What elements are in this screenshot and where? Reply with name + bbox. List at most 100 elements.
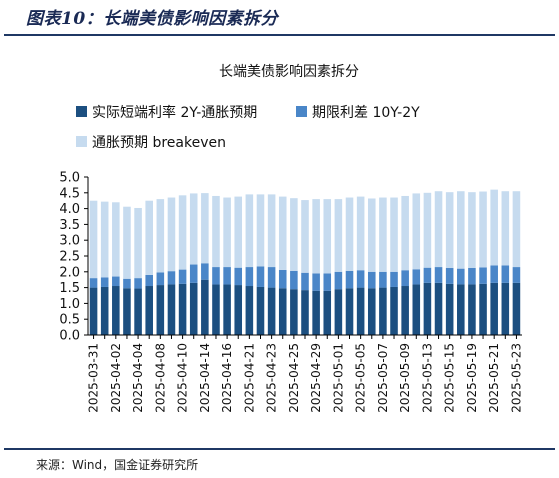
y-tick-label: 0.5	[59, 313, 80, 328]
bar-segment-term-spread	[434, 267, 443, 283]
legend-swatch-rate-diff	[76, 106, 87, 117]
y-axis: 0.00.51.01.52.02.53.03.54.04.55.0	[59, 171, 88, 344]
chart-title: 长端美债影响因素拆分	[219, 64, 359, 80]
bar-segment-breakeven	[479, 191, 487, 268]
x-tick-label: 2025-05-19	[465, 343, 479, 413]
bar-segment-breakeven	[278, 196, 287, 270]
bar-segment-term-spread	[445, 268, 454, 284]
bar-segment-breakeven	[234, 196, 243, 268]
bar-segment-rate-diff	[256, 286, 265, 335]
bar-segment-term-spread	[145, 274, 153, 287]
bar-segment-term-spread	[234, 267, 243, 286]
y-tick-label: 1.0	[59, 297, 80, 312]
bar-segment-breakeven	[457, 191, 465, 269]
bar-segment-breakeven	[379, 197, 387, 272]
bar-segment-rate-diff	[379, 287, 387, 335]
bar-segment-term-spread	[356, 270, 365, 288]
bar-segment-breakeven	[501, 191, 510, 266]
bar-segment-rate-diff	[156, 285, 165, 335]
bar-segment-breakeven	[201, 193, 209, 264]
bar-segment-term-spread	[479, 267, 487, 284]
bar-segment-term-spread	[267, 267, 276, 288]
bar-segment-breakeven	[301, 200, 309, 273]
bar-segment-breakeven	[334, 199, 343, 272]
bar-segment-rate-diff	[490, 282, 498, 335]
bar-segment-breakeven	[323, 199, 332, 274]
bar-segment-breakeven	[345, 197, 354, 271]
bar-segment-rate-diff	[290, 289, 298, 335]
x-tick-label: 2025-05-01	[331, 343, 345, 413]
bar-segment-rate-diff	[245, 286, 254, 335]
bar-segment-rate-diff	[123, 288, 131, 335]
bar-segment-rate-diff	[334, 289, 343, 335]
bar-segment-term-spread	[245, 267, 254, 287]
bar-segment-term-spread	[301, 272, 309, 291]
bar-segment-breakeven	[156, 199, 165, 273]
bar-segment-breakeven	[134, 207, 142, 279]
bar-segment-rate-diff	[234, 285, 243, 335]
bar-segment-breakeven	[290, 198, 298, 271]
y-tick-label: 2.5	[59, 250, 80, 265]
bar-segment-rate-diff	[356, 287, 365, 335]
x-tick-label: 2025-05-09	[398, 343, 412, 413]
legend-swatch-breakeven	[76, 136, 87, 147]
bar-segment-breakeven	[145, 200, 153, 275]
bar-segment-rate-diff	[212, 284, 220, 335]
bar-segment-rate-diff	[401, 286, 409, 335]
bar-segment-breakeven	[401, 195, 409, 271]
bar-segment-breakeven	[434, 191, 443, 268]
bar-segment-breakeven	[189, 193, 198, 265]
bar-segment-rate-diff	[278, 288, 287, 335]
bar-segment-term-spread	[345, 270, 354, 289]
bar-segment-breakeven	[445, 192, 454, 269]
x-tick-label: 2025-05-15	[443, 343, 457, 413]
bar-segment-rate-diff	[323, 290, 332, 335]
bar-segment-breakeven	[100, 201, 109, 278]
bar-segment-term-spread	[512, 267, 521, 283]
bar-segment-breakeven	[167, 197, 176, 272]
bar-segment-rate-diff	[189, 282, 198, 335]
bar-segment-rate-diff	[167, 284, 176, 335]
y-tick-label: 3.5	[59, 218, 80, 233]
bar-segment-rate-diff	[390, 286, 398, 335]
legend-swatch-term-spread	[296, 106, 307, 117]
bar-segment-rate-diff	[345, 288, 354, 335]
x-tick-label: 2025-04-14	[198, 343, 212, 413]
x-tick-label: 2025-04-10	[176, 343, 190, 413]
x-tick-label: 2025-05-13	[420, 343, 434, 413]
figure-title: 图表10：长端美债影响因素拆分	[26, 9, 279, 29]
x-tick-label: 2025-04-29	[309, 343, 323, 413]
bar-segment-rate-diff	[512, 282, 521, 335]
bar-segment-term-spread	[278, 269, 287, 289]
x-tick-label: 2025-05-23	[509, 343, 523, 413]
y-tick-label: 2.0	[59, 265, 80, 280]
legend-label-rate-diff: 实际短端利率 2Y-通胀预期	[92, 104, 257, 121]
bar-segment-term-spread	[423, 267, 432, 283]
bar-segment-term-spread	[312, 273, 320, 291]
x-tick-label: 2025-05-07	[376, 343, 390, 413]
bar-segment-breakeven	[267, 194, 276, 268]
y-tick-label: 1.5	[59, 281, 80, 296]
bar-segment-rate-diff	[468, 284, 476, 335]
bar-segment-rate-diff	[267, 287, 276, 335]
x-tick-label: 2025-03-31	[87, 343, 101, 413]
x-tick-label: 2025-05-05	[354, 343, 368, 413]
bar-segment-breakeven	[89, 200, 98, 279]
x-tick-label: 2025-05-21	[487, 343, 501, 413]
bar-segment-rate-diff	[434, 282, 443, 335]
legend-label-term-spread: 期限利差 10Y-2Y	[312, 105, 420, 121]
bar-segment-rate-diff	[367, 288, 376, 335]
bar-segment-breakeven	[223, 197, 231, 268]
bar-segment-breakeven	[112, 202, 120, 277]
bar-segment-term-spread	[323, 273, 332, 291]
bar-segment-rate-diff	[423, 282, 432, 335]
bar-segment-breakeven	[468, 192, 476, 269]
bar-segment-breakeven	[256, 194, 265, 267]
bar-segment-term-spread	[100, 277, 109, 287]
bar-segment-term-spread	[290, 270, 298, 290]
y-tick-label: 0.0	[59, 329, 80, 344]
bar-segment-term-spread	[468, 268, 476, 285]
bar-segment-term-spread	[256, 266, 265, 287]
y-tick-label: 5.0	[59, 171, 80, 186]
y-tick-label: 3.0	[59, 234, 80, 249]
